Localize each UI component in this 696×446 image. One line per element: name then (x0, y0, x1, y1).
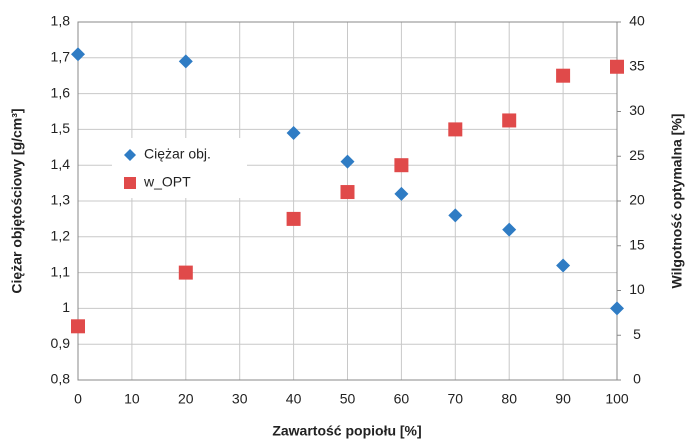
y2-tick-label: 10 (629, 281, 645, 297)
y-tick-label: 1,4 (51, 156, 71, 172)
x-tick-label: 0 (74, 391, 82, 407)
y-tick-label: 1,5 (51, 120, 71, 136)
y2-tick-label: 15 (629, 236, 645, 252)
x-tick-label: 60 (394, 391, 410, 407)
x-tick-label: 50 (340, 391, 356, 407)
legend-marker (124, 177, 136, 189)
y-tick-label: 0,8 (51, 371, 71, 387)
x-tick-label: 40 (286, 391, 302, 407)
y-tick-label: 1 (62, 299, 70, 315)
point (71, 47, 85, 62)
legend-label: w_OPT (143, 174, 191, 190)
x-tick-label: 70 (448, 391, 464, 407)
point (178, 265, 193, 280)
point (610, 301, 624, 316)
point (340, 185, 355, 200)
y2-tick-label: 5 (633, 326, 641, 342)
plot-border (77, 21, 618, 381)
x-tick-label: 80 (501, 391, 517, 407)
point (340, 154, 355, 169)
point (556, 258, 571, 273)
x-tick-label: 10 (124, 391, 140, 407)
y2-tick-label: 40 (629, 13, 645, 29)
y2-tick-label: 25 (629, 147, 645, 163)
point (286, 211, 301, 226)
legend-label: Ciężar obj. (144, 146, 211, 162)
point (71, 319, 85, 334)
x-tick-label: 100 (605, 391, 629, 407)
y-tick-label: 1,3 (51, 192, 71, 208)
y-tick-label: 1,1 (51, 263, 71, 279)
point (394, 158, 409, 173)
y2-tick-label: 20 (629, 192, 645, 208)
point (286, 125, 301, 140)
y2-axis-label: Wilgotność optymalna [%] (669, 114, 685, 289)
point (448, 122, 463, 137)
y2-tick-label: 35 (629, 57, 645, 73)
y-tick-label: 1,8 (51, 13, 71, 29)
x-tick-label: 30 (232, 391, 248, 407)
point (394, 186, 409, 201)
point (502, 113, 517, 128)
point (556, 68, 571, 83)
legend-marker (124, 149, 136, 161)
y-tick-label: 1,6 (51, 84, 71, 100)
x-tick-label: 90 (555, 391, 571, 407)
x-axis-label: Zawartość popiołu [%] (272, 423, 421, 439)
y-tick-label: 1,2 (51, 228, 71, 244)
point (502, 222, 517, 237)
point (178, 54, 193, 69)
point (448, 208, 463, 223)
y-tick-label: 0,9 (51, 335, 71, 351)
x-tick-label: 20 (178, 391, 194, 407)
y2-tick-label: 30 (629, 102, 645, 118)
point (610, 59, 624, 74)
y-tick-label: 1,7 (51, 49, 71, 65)
y-axis-label: Ciężar objętościowy [g/cm³] (9, 108, 25, 293)
y2-tick-label: 0 (633, 371, 641, 387)
